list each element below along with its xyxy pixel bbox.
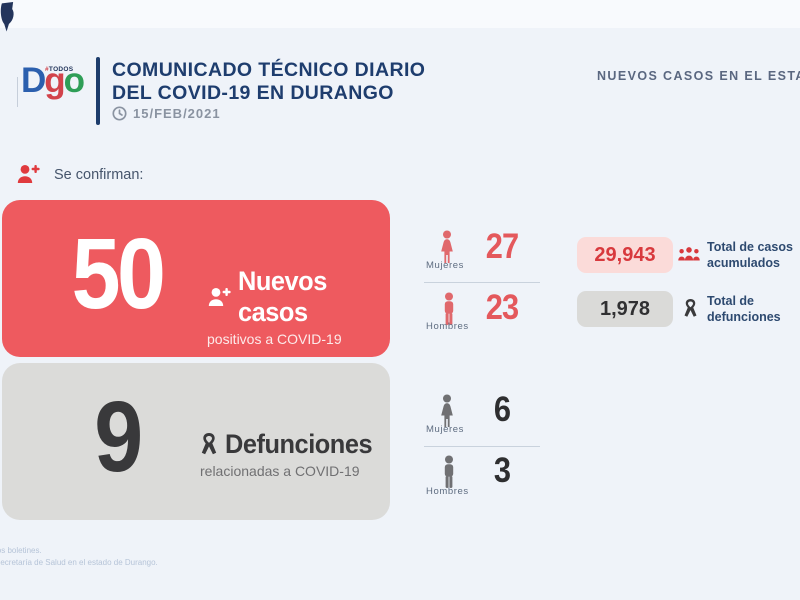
new-cases-value: 50 [71, 218, 166, 330]
clock-icon [112, 106, 127, 121]
deaths-title: Defunciones [225, 429, 373, 459]
people-group-icon [678, 247, 700, 261]
deaths-subtitle: relacionadas a COVID-19 [200, 463, 360, 479]
logo-letter-o: o [63, 61, 85, 100]
logo-divider [17, 77, 18, 107]
state-emblem-icon [0, 1, 14, 32]
male-icon [444, 292, 454, 325]
new-cases-hombres-value: 23 [485, 288, 519, 327]
new-cases-subtitle: positivos a COVID-19 [207, 331, 342, 347]
deaths-card: 9 Defunciones relacionadas a COVID-19 [2, 363, 390, 520]
total-accumulated-pill: 29,943 [577, 237, 673, 273]
ribbon-icon [684, 299, 697, 317]
logo-letter-d: D [21, 61, 46, 100]
female-icon [441, 230, 453, 263]
person-add-icon [17, 165, 40, 183]
page-title: COMUNICADO TÉCNICO DIARIO DEL COVID-19 E… [112, 59, 425, 105]
new-cases-mujeres-value: 27 [485, 227, 519, 266]
total-accumulated-label: Total de casos acumulados [707, 240, 793, 270]
dgo-logo: Dgo [21, 61, 85, 100]
new-cases-title: Nuevos casos [238, 266, 327, 327]
total-deaths-value: 1,978 [599, 297, 651, 320]
female-icon [441, 394, 453, 427]
total-accumulated-value: 29,943 [594, 243, 656, 266]
total-deaths-label: Total de defunciones [707, 294, 781, 324]
person-add-icon [208, 288, 231, 306]
header-divider-bar [96, 57, 100, 125]
title-line-2: DEL COVID-19 EN DURANGO [112, 82, 394, 104]
footer-note-line2: Secretaría de Salud en el estado de Dura… [0, 558, 158, 567]
male-icon [444, 455, 454, 488]
title-line-1: COMUNICADO TÉCNICO DIARIO [112, 59, 426, 81]
logo-letter-g: g [44, 61, 65, 100]
deaths-hombres-label: Hombres [426, 486, 469, 497]
date-text: 15/FEB/2021 [133, 106, 221, 121]
deaths-hombres-value: 3 [493, 451, 511, 490]
divider [424, 282, 540, 283]
confirm-label: Se confirman: [54, 167, 144, 183]
report-date: 15/FEB/2021 [112, 106, 221, 121]
deaths-value: 9 [94, 381, 143, 493]
new-cases-mujeres-label: Mujeres [426, 260, 464, 271]
total-deaths-pill: 1,978 [577, 291, 673, 327]
logo-tagline: #TODOS [45, 66, 74, 73]
new-cases-text-block: Nuevos casos positivos a COVID-19 [207, 266, 390, 347]
new-cases-hombres-label: Hombres [426, 321, 469, 332]
divider [424, 446, 540, 447]
deaths-mujeres-value: 6 [493, 390, 511, 429]
ribbon-icon [201, 432, 217, 454]
section-heading-nuevos-casos: NUEVOS CASOS EN EL ESTADO [597, 69, 800, 83]
footer-note-line1: los boletines. [0, 546, 42, 555]
deaths-text-block: Defunciones relacionadas a COVID-19 [200, 429, 382, 479]
deaths-mujeres-label: Mujeres [426, 424, 464, 435]
new-cases-card: 50 Nuevos casos positivos a COVID-19 [2, 200, 390, 357]
